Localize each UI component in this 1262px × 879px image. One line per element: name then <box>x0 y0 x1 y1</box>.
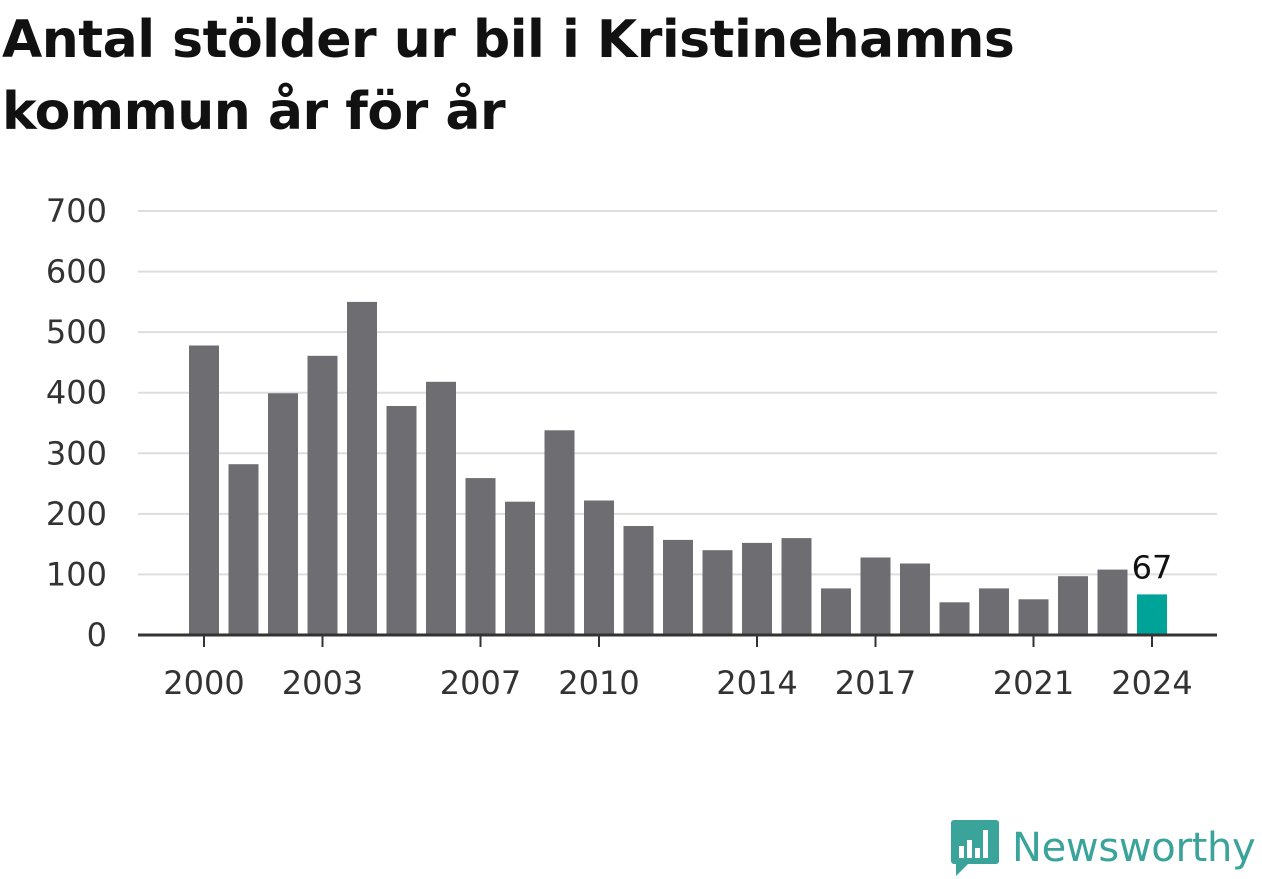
bar-2003 <box>307 355 338 635</box>
bar-2004 <box>347 301 377 635</box>
bar-2005 <box>386 406 417 635</box>
bar-2010 <box>584 500 614 635</box>
bars <box>189 301 1167 635</box>
y-tick-label-400: 400 <box>46 374 107 412</box>
bar-chart-speech-bubble-icon <box>951 820 999 876</box>
bar-2012 <box>663 539 693 635</box>
bar-2000 <box>189 345 219 635</box>
y-tick-label-100: 100 <box>46 555 107 593</box>
brand-name: Newsworthy <box>1012 825 1256 871</box>
bar-2009 <box>544 430 575 635</box>
bar-2013 <box>702 550 733 635</box>
bar-2006 <box>426 381 456 635</box>
x-tick-label-2024: 2024 <box>1111 664 1192 702</box>
x-tick-label-2000: 2000 <box>163 664 244 702</box>
bar-2024 <box>1137 594 1167 635</box>
bar-2019 <box>939 602 970 635</box>
data-labels: 67 <box>1132 548 1173 586</box>
bar-2001 <box>228 464 259 635</box>
x-tick-label-2014: 2014 <box>716 664 797 702</box>
chart-title: Antal stölder ur bil i Kristinehamns kom… <box>2 10 1015 142</box>
bar-2015 <box>781 538 812 635</box>
x-axis-tick-labels: 2000 2003 2007 2010 2014 2017 2021 2024 <box>163 664 1192 702</box>
bar-2011 <box>623 526 654 635</box>
y-tick-label-600: 600 <box>46 253 107 291</box>
bar-2023 <box>1097 569 1128 635</box>
bar-2016 <box>821 588 851 635</box>
bar-2022 <box>1058 576 1088 635</box>
bar-2014 <box>742 542 772 635</box>
y-tick-label-0: 0 <box>87 616 107 654</box>
y-tick-label-500: 500 <box>46 313 107 351</box>
x-axis <box>138 633 1217 647</box>
x-tick-label-2003: 2003 <box>282 664 363 702</box>
x-tick-label-2017: 2017 <box>835 664 916 702</box>
y-axis-tick-labels: 0 100 200 300 400 500 600 700 <box>46 192 107 654</box>
bar-2008 <box>505 501 535 635</box>
y-tick-label-300: 300 <box>46 434 107 472</box>
bar-2017 <box>860 557 891 635</box>
bar-2002 <box>268 393 298 635</box>
x-tick-label-2021: 2021 <box>993 664 1074 702</box>
x-tick-label-2010: 2010 <box>558 664 639 702</box>
y-tick-label-700: 700 <box>46 192 107 230</box>
newsworthy-logo: Newsworthy <box>950 818 1256 878</box>
grid-lines <box>138 210 1217 576</box>
bar-2018 <box>900 563 930 635</box>
bar-2021 <box>1018 599 1049 635</box>
bar-2020 <box>979 588 1009 635</box>
y-tick-label-200: 200 <box>46 495 107 533</box>
bar-2007 <box>465 478 496 635</box>
data-label-2024: 67 <box>1132 548 1173 586</box>
x-tick-label-2007: 2007 <box>440 664 521 702</box>
